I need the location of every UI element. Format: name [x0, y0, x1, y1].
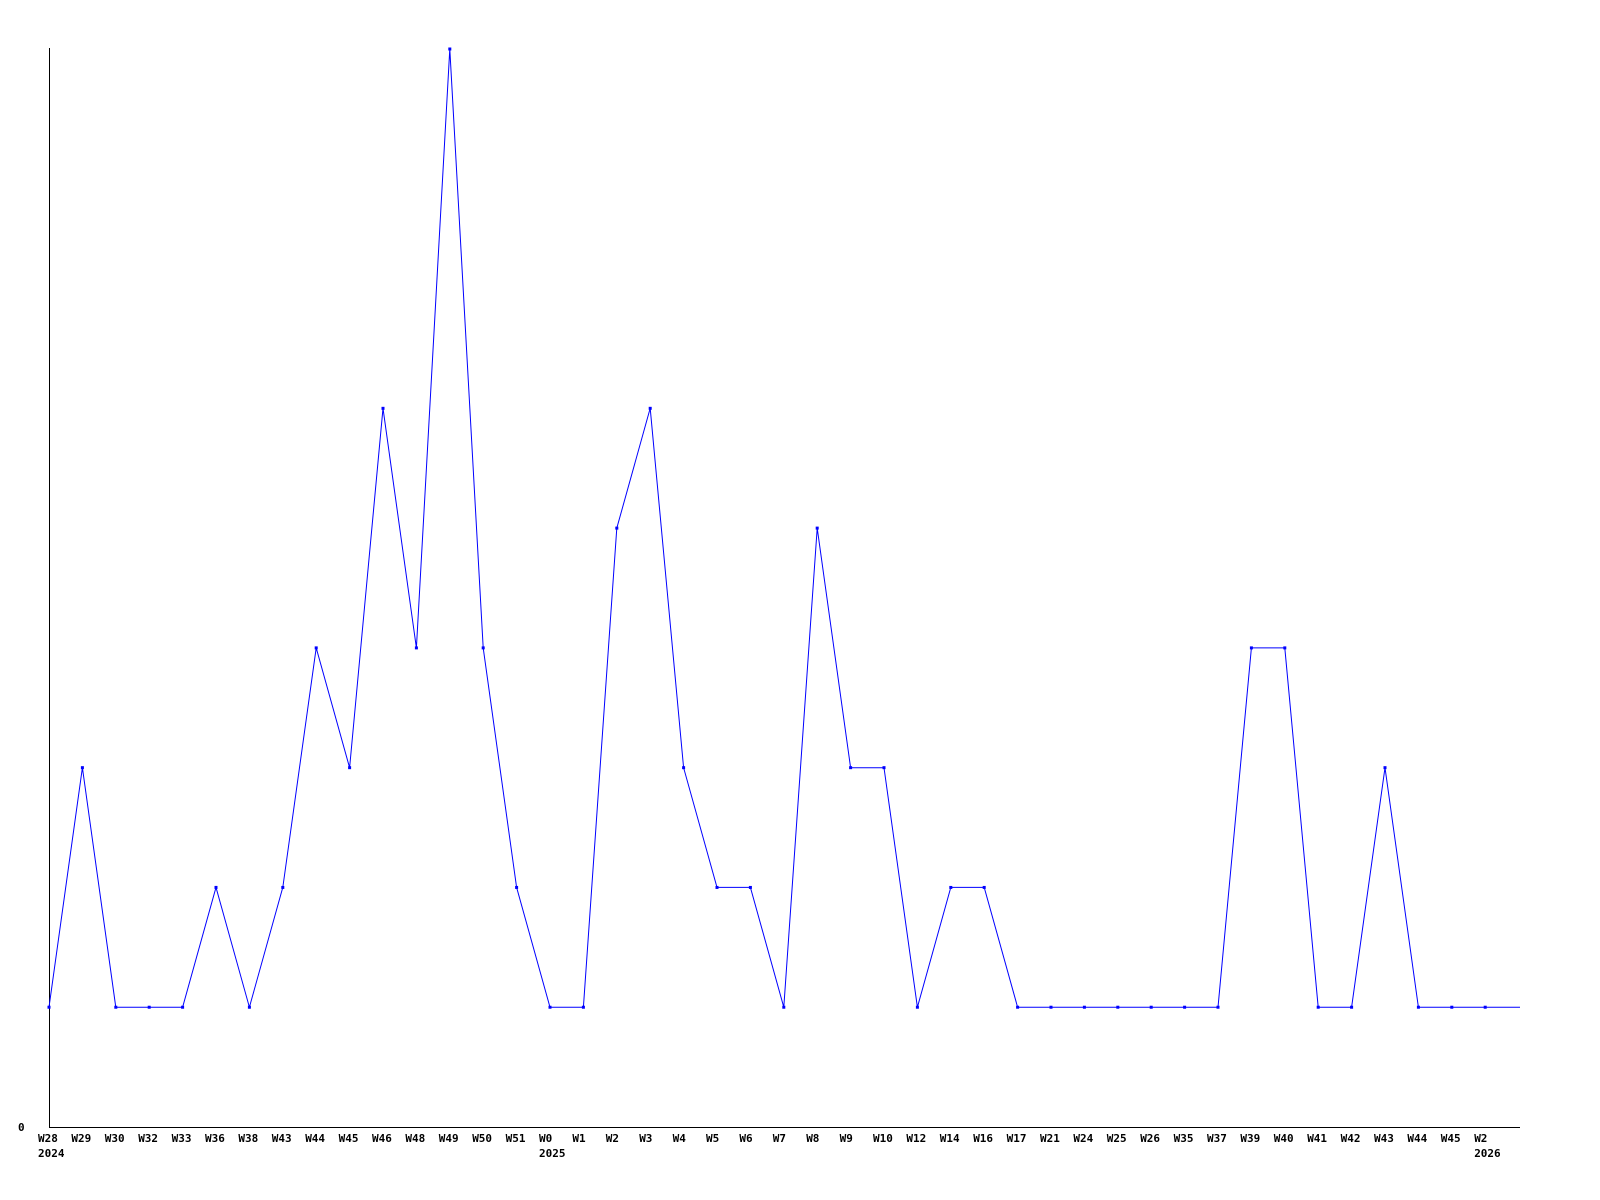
- data-point: [815, 526, 819, 530]
- x-tick-label: W5: [706, 1132, 719, 1145]
- series-line: [48, 48, 1520, 1010]
- data-point: [448, 47, 452, 51]
- data-point: [1316, 1005, 1320, 1009]
- data-point: [247, 1005, 251, 1009]
- x-year-label: 2025: [539, 1147, 566, 1160]
- x-tick-label: W36: [205, 1132, 225, 1145]
- x-tick-label: W21: [1040, 1132, 1060, 1145]
- data-point: [147, 1005, 151, 1009]
- data-point: [1249, 646, 1253, 650]
- data-point: [1016, 1005, 1020, 1009]
- data-point: [1383, 766, 1387, 770]
- data-point: [581, 1005, 585, 1009]
- data-point: [1283, 646, 1287, 650]
- data-point: [1483, 1005, 1487, 1009]
- x-tick-label: W38: [238, 1132, 258, 1145]
- x-tick-label: W9: [840, 1132, 853, 1145]
- data-point: [314, 646, 318, 650]
- data-point: [114, 1005, 118, 1009]
- x-tick-label: W10: [873, 1132, 893, 1145]
- data-point: [481, 646, 485, 650]
- data-point: [849, 766, 853, 770]
- data-point: [882, 766, 886, 770]
- data-point: [47, 1005, 51, 1009]
- x-tick-label: W43: [272, 1132, 292, 1145]
- x-tick-label: W28: [38, 1132, 58, 1145]
- x-tick-label: W7: [773, 1132, 786, 1145]
- x-tick-label: W35: [1174, 1132, 1194, 1145]
- x-tick-label: W50: [472, 1132, 492, 1145]
- x-tick-label: W45: [1441, 1132, 1461, 1145]
- data-point: [1216, 1005, 1220, 1009]
- x-tick-label: W24: [1073, 1132, 1093, 1145]
- data-point: [915, 1005, 919, 1009]
- data-point: [515, 885, 519, 889]
- data-point: [348, 766, 352, 770]
- x-tick-label: W17: [1007, 1132, 1027, 1145]
- x-year-label: 2026: [1474, 1147, 1501, 1160]
- data-point: [949, 885, 953, 889]
- x-tick-label: W29: [71, 1132, 91, 1145]
- x-tick-label: W0: [539, 1132, 552, 1145]
- x-tick-label: W2: [606, 1132, 619, 1145]
- x-tick-label: W51: [506, 1132, 526, 1145]
- x-tick-label: W1: [572, 1132, 586, 1145]
- x-tick-label: W2: [1474, 1132, 1487, 1145]
- x-tick-label: W26: [1140, 1132, 1160, 1145]
- x-tick-label: W37: [1207, 1132, 1227, 1145]
- data-point: [648, 406, 652, 410]
- data-point: [381, 406, 385, 410]
- x-tick-label: W49: [439, 1132, 459, 1145]
- data-point: [1116, 1005, 1120, 1009]
- x-tick-label: W46: [372, 1132, 392, 1145]
- x-tick-label: W48: [405, 1132, 425, 1145]
- data-point: [1082, 1005, 1086, 1009]
- x-tick-label: W14: [940, 1132, 960, 1145]
- data-point: [715, 885, 719, 889]
- x-tick-label: W25: [1107, 1132, 1127, 1145]
- data-point: [615, 526, 619, 530]
- x-year-label: 2024: [38, 1147, 65, 1160]
- data-point: [1416, 1005, 1420, 1009]
- data-point: [982, 885, 986, 889]
- x-tick-label: W45: [339, 1132, 359, 1145]
- data-point: [181, 1005, 185, 1009]
- y-tick-label: 0: [18, 1121, 25, 1134]
- data-point: [1183, 1005, 1187, 1009]
- data-point: [748, 885, 752, 889]
- data-point: [414, 646, 418, 650]
- x-tick-label: W39: [1240, 1132, 1260, 1145]
- data-point: [1149, 1005, 1153, 1009]
- x-tick-label: W4: [673, 1132, 687, 1145]
- x-tick-label: W33: [172, 1132, 192, 1145]
- x-tick-label: W41: [1307, 1132, 1327, 1145]
- x-tick-label: W16: [973, 1132, 993, 1145]
- x-tick-label: W3: [639, 1132, 652, 1145]
- data-point: [1450, 1005, 1454, 1009]
- x-tick-label: W6: [739, 1132, 753, 1145]
- data-point: [1049, 1005, 1053, 1009]
- data-point: [80, 766, 84, 770]
- x-tick-label: W43: [1374, 1132, 1394, 1145]
- x-tick-label: W8: [806, 1132, 819, 1145]
- x-tick-label: W12: [906, 1132, 926, 1145]
- data-point: [782, 1005, 786, 1009]
- data-point: [1350, 1005, 1354, 1009]
- data-point: [214, 885, 218, 889]
- x-tick-label: W32: [138, 1132, 158, 1145]
- data-point: [548, 1005, 552, 1009]
- x-tick-label: W44: [305, 1132, 325, 1145]
- data-point: [682, 766, 686, 770]
- x-tick-label: W44: [1407, 1132, 1427, 1145]
- x-tick-label: W40: [1274, 1132, 1294, 1145]
- data-point: [281, 885, 285, 889]
- x-tick-label: W42: [1341, 1132, 1361, 1145]
- x-tick-label: W30: [105, 1132, 125, 1145]
